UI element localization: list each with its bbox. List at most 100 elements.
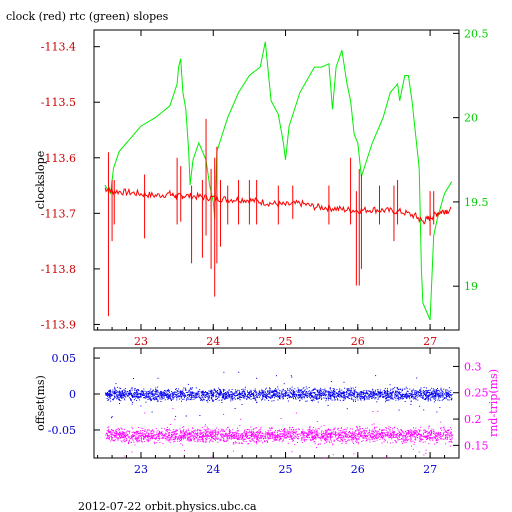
data-point (382, 397, 384, 399)
data-point (269, 434, 271, 435)
top-panel: 23 24 25 26 27-113.4-113.5-113.6-113.7-113.8… (34, 27, 489, 348)
data-point (239, 436, 241, 438)
data-point (363, 390, 365, 391)
data-point (183, 437, 185, 439)
data-point (225, 395, 227, 397)
data-point (382, 396, 384, 398)
data-point (326, 394, 328, 396)
data-point (153, 393, 154, 395)
data-point (430, 433, 432, 435)
data-point (250, 426, 252, 428)
data-point (324, 442, 326, 444)
data-point (211, 395, 212, 397)
data-point (359, 395, 361, 397)
data-point (266, 398, 267, 399)
data-point (106, 394, 107, 396)
data-point (414, 437, 416, 439)
data-point (382, 438, 384, 440)
data-point (324, 393, 326, 395)
data-point (193, 437, 195, 439)
data-point (183, 431, 185, 433)
data-point (447, 432, 449, 434)
data-point (386, 435, 388, 437)
data-point (113, 440, 115, 442)
data-point (228, 435, 230, 437)
data-point (314, 432, 316, 434)
data-point (356, 394, 358, 396)
data-point (185, 436, 187, 438)
data-point (338, 433, 340, 435)
data-point (421, 394, 423, 396)
data-point (324, 429, 326, 431)
data-point (406, 437, 408, 439)
x-tick-label: 23 (134, 463, 148, 476)
data-point (366, 438, 368, 440)
data-point (274, 438, 276, 440)
data-point (397, 390, 398, 392)
data-point (320, 395, 322, 397)
data-point (402, 430, 404, 432)
data-point (129, 390, 131, 391)
data-point (333, 440, 335, 442)
data-point (358, 433, 360, 435)
data-point (221, 436, 223, 437)
data-point (232, 435, 234, 437)
data-point (124, 399, 126, 401)
data-point (338, 393, 340, 395)
data-point (300, 393, 302, 395)
data-point (427, 395, 429, 397)
data-point (160, 393, 162, 395)
data-point (386, 428, 387, 430)
data-point (322, 433, 324, 435)
data-point (329, 395, 331, 397)
data-point (440, 395, 442, 397)
data-point (213, 389, 215, 391)
data-point (119, 391, 121, 392)
data-point (133, 396, 135, 398)
data-point (428, 394, 430, 396)
data-point (212, 431, 214, 433)
data-point (388, 435, 390, 437)
data-point (426, 387, 427, 389)
data-point (129, 393, 131, 395)
data-point (390, 433, 392, 435)
x-tick-label: 24 (206, 463, 220, 476)
data-point (131, 438, 133, 440)
data-point (249, 391, 251, 393)
data-point (183, 393, 185, 395)
data-point (202, 399, 204, 401)
data-point (109, 395, 111, 397)
data-point (210, 434, 212, 436)
data-point (431, 437, 433, 438)
data-point (345, 432, 347, 434)
data-point (441, 390, 443, 392)
data-point (225, 441, 227, 442)
data-point (250, 389, 252, 391)
data-point (338, 396, 340, 397)
data-point (328, 397, 330, 399)
data-point (223, 397, 225, 399)
data-point (150, 392, 152, 394)
data-point (404, 393, 406, 395)
data-point (140, 405, 142, 407)
data-point (111, 439, 113, 441)
data-point (234, 434, 236, 436)
data-point (118, 437, 120, 439)
data-point (349, 389, 351, 391)
data-point (350, 394, 352, 396)
data-point (436, 391, 438, 393)
data-point (386, 399, 388, 401)
data-point (171, 435, 173, 437)
data-point (170, 437, 172, 438)
data-point (318, 394, 320, 395)
data-point (380, 389, 382, 391)
data-point (138, 439, 140, 441)
data-point (340, 393, 342, 395)
data-point (169, 428, 171, 430)
data-point (135, 392, 137, 394)
data-point (118, 399, 120, 400)
data-point (273, 438, 275, 440)
data-point (415, 392, 417, 394)
data-point (121, 395, 122, 397)
data-point (258, 437, 260, 439)
